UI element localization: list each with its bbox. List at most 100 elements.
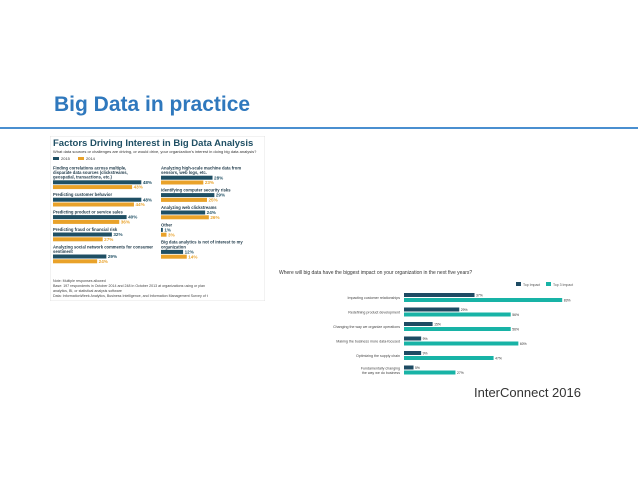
bar-2015 (161, 227, 163, 232)
value-label-2014: 26% (210, 215, 219, 220)
value-label-2015: 48% (143, 197, 152, 202)
category-label: Identifying computer security risks (161, 188, 231, 193)
bar-top-impact (404, 293, 475, 297)
chart1-note-1: Note: Multiple responses allowed (53, 279, 106, 283)
value-label-top-impact: 9% (423, 352, 428, 356)
bar-2015 (53, 197, 142, 202)
bar-2014 (161, 197, 207, 202)
value-label-top-impact: 5% (415, 366, 420, 370)
category-label: Redefining product development (348, 311, 400, 315)
value-label-2014: 44% (135, 202, 144, 207)
value-label-2014: 36% (121, 220, 130, 225)
value-label-top-impact: 15% (434, 323, 441, 327)
bar-2015 (161, 193, 215, 198)
bar-top-impact (404, 322, 433, 326)
value-label-top-impact: 29% (461, 308, 468, 312)
category-label: Predicting product or service sales (53, 210, 123, 215)
value-label-2014: 3% (168, 232, 175, 237)
bar-2015 (53, 232, 112, 237)
chart1-note-4: Data: InformationWeek Analytics, Busines… (53, 294, 208, 298)
bar-top-impact (404, 336, 422, 341)
category-label: Analyzing social network comments for co… (53, 244, 153, 249)
bar-2014 (53, 185, 133, 190)
value-label-2014: 24% (99, 259, 108, 264)
bar-top-impact (404, 365, 414, 370)
bar-2014 (161, 254, 187, 259)
title-divider (0, 127, 638, 129)
impact-chart: Where will big data have the biggest imp… (279, 270, 573, 375)
bar-top3-impact (404, 298, 563, 302)
value-label-2015: 32% (113, 232, 122, 237)
value-label-2015: 29% (108, 254, 117, 259)
legend-2014-label: 2014 (86, 156, 96, 161)
category-label: the way we do business (362, 371, 400, 375)
category-label: organization (161, 244, 186, 249)
legend-2014-swatch (78, 157, 84, 160)
category-label: Impacting customer relationships (347, 296, 400, 300)
chart1-note-2: Base: 197 respondents in October 2014 an… (53, 284, 205, 288)
category-label: Other (161, 222, 173, 227)
bar-top-impact (404, 307, 460, 312)
chart1-subtitle: What data sources or challenges are driv… (53, 149, 257, 154)
chart1-title: Factors Driving Interest in Big Data Ana… (53, 138, 253, 149)
value-label-top3-impact: 56% (512, 328, 519, 332)
slide-title: Big Data in practice (54, 93, 251, 116)
bar-top3-impact (404, 356, 494, 360)
value-label-top-impact: 9% (423, 337, 428, 341)
bar-2014 (53, 202, 134, 207)
category-label: Changing the way we organize operations (333, 325, 400, 329)
bar-top-impact (404, 351, 422, 355)
bar-2014 (161, 215, 209, 220)
category-label: Predicting fraud or financial risk (53, 227, 118, 232)
bar-2014 (53, 237, 103, 242)
bar-2015 (161, 210, 206, 215)
legend-2015-label: 2015 (61, 156, 71, 161)
value-label-top3-impact: 56% (512, 313, 519, 317)
value-label-2014: 23% (205, 180, 214, 185)
value-label-2014: 25% (209, 198, 218, 203)
chart1-note-3: analytics, BI, or statistical analysis s… (53, 289, 122, 293)
bar-top3-impact (404, 341, 519, 346)
category-label: Finding correlations across multiple, (53, 166, 126, 171)
category-label: disparate data sources (clickstreams, (53, 170, 128, 175)
chart2-title: Where will big data have the biggest imp… (279, 270, 472, 276)
legend-2015-swatch (53, 157, 59, 160)
legend-top-impact-swatch (516, 282, 521, 286)
value-label-top3-impact: 83% (564, 299, 571, 303)
legend-top3-impact-label: Top 3 Impact (553, 283, 573, 287)
category-label: Analyzing web clickstreams (161, 205, 217, 210)
value-label-top3-impact: 47% (495, 357, 502, 361)
legend-top3-impact-swatch (546, 282, 551, 286)
value-label-2015: 12% (185, 250, 194, 255)
category-label: Making the business more data-focused (336, 340, 400, 344)
bar-top3-impact (404, 370, 456, 375)
value-label-2014: 27% (104, 237, 113, 242)
category-label: geospatial, transactions, etc.) (53, 175, 112, 180)
bar-top3-impact (404, 312, 511, 317)
value-label-2015: 1% (164, 228, 171, 233)
category-label: sensors, web logs, etc. (161, 170, 207, 175)
bar-2015 (53, 215, 127, 220)
event-footer: InterConnect 2016 (474, 385, 581, 400)
value-label-top3-impact: 27% (457, 371, 464, 375)
category-label: Fundamentally changing (361, 367, 400, 371)
legend-top-impact-label: Top Impact (523, 283, 540, 287)
value-label-2015: 24% (207, 210, 216, 215)
value-label-top-impact: 37% (476, 294, 483, 298)
bar-2014 (161, 232, 167, 237)
value-label-2014: 43% (134, 185, 143, 190)
bar-2015 (161, 175, 213, 180)
bar-2014 (53, 259, 98, 264)
value-label-2015: 29% (216, 193, 225, 198)
bar-top3-impact (404, 327, 511, 331)
value-label-2015: 40% (128, 215, 137, 220)
category-label: Big data analytics is not of interest to… (161, 240, 243, 245)
category-label: sentiment (53, 249, 73, 254)
value-label-2014: 14% (188, 254, 197, 259)
bar-2015 (161, 249, 184, 254)
value-label-2015: 48% (143, 180, 152, 185)
bar-2015 (53, 180, 142, 185)
category-label: Analyzing high-scale machine data from (161, 166, 241, 171)
bar-2014 (161, 180, 204, 185)
bar-2015 (53, 254, 107, 259)
